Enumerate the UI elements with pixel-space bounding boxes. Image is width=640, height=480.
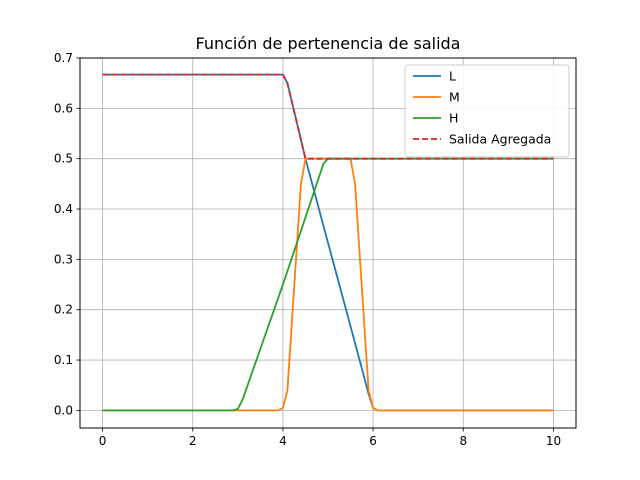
x-tick-label: 6 <box>369 434 377 448</box>
legend: LMH Salida Agregada <box>404 64 570 158</box>
y-tick-label: 0.5 <box>54 152 73 166</box>
series-line <box>102 157 554 412</box>
y-tick-label: 0.6 <box>54 101 73 115</box>
y-tick-label: 0.2 <box>54 303 73 317</box>
y-tick-label: 0.3 <box>54 252 73 266</box>
series-line <box>102 73 554 160</box>
legend-label: L <box>449 69 456 84</box>
x-tick-label: 2 <box>189 434 197 448</box>
x-axis: 0 2 4 6 8 10 <box>99 428 561 448</box>
legend-label: H <box>449 111 458 126</box>
series-lines <box>102 73 554 412</box>
chart-title: Función de pertenencia de salida <box>196 34 461 53</box>
y-tick-label: 0.4 <box>54 202 73 216</box>
x-tick-label: 10 <box>546 434 561 448</box>
y-axis: 0.0 0.1 0.2 0.3 0.4 0.5 0.6 0.7 <box>54 51 80 417</box>
legend-label: Salida Agregada <box>449 132 551 147</box>
plot-frame <box>79 57 577 429</box>
legend-label: M <box>449 90 460 105</box>
y-tick-label: 0.7 <box>54 51 73 65</box>
x-tick-label: 4 <box>279 434 287 448</box>
legend-box <box>404 64 570 158</box>
y-tick-label: 0.0 <box>54 403 73 417</box>
series-line <box>102 157 554 412</box>
x-tick-label: 0 <box>99 434 107 448</box>
y-tick-label: 0.1 <box>54 353 73 367</box>
x-tick-label: 8 <box>459 434 467 448</box>
